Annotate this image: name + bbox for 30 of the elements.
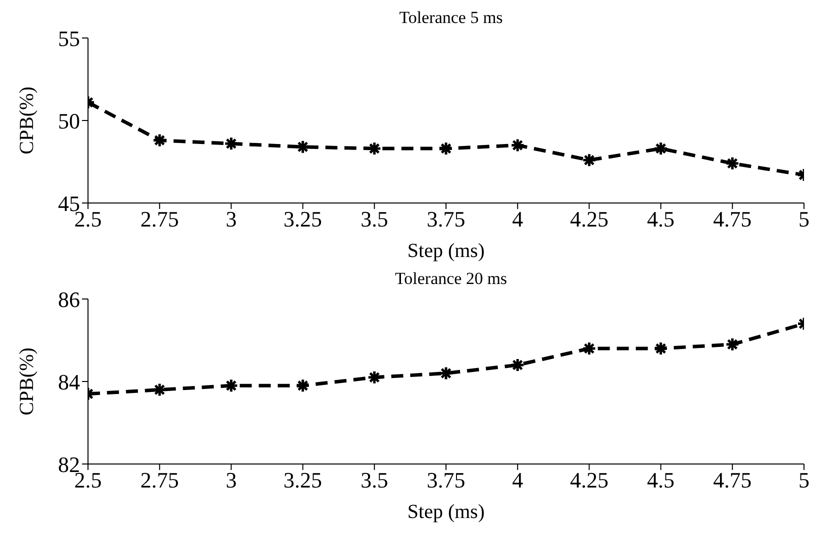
- x-tick-label: 3: [226, 206, 237, 232]
- y-tick-label: 50: [58, 108, 80, 134]
- x-tick-label: 4.75: [713, 468, 752, 493]
- x-tick-label: 4: [512, 468, 524, 493]
- x-tick-label: 4.25: [570, 468, 608, 493]
- x-tick-label: 4.5: [647, 206, 675, 232]
- y-tick-label: 84: [58, 369, 80, 394]
- x-tick-label: 4.75: [713, 206, 752, 232]
- y-axis-title: CPB(%): [16, 348, 38, 416]
- x-axis-title: Step (ms): [407, 501, 485, 523]
- x-tick-label: 3.75: [426, 206, 466, 232]
- x-tick-label: 2.75: [140, 206, 179, 232]
- x-tick-label: 5: [798, 206, 810, 232]
- x-tick-label: 3.25: [284, 206, 322, 232]
- y-tick-label: 55: [58, 26, 80, 51]
- chart-title: Tolerance 5 ms: [399, 8, 503, 27]
- x-tick-label: 5: [798, 468, 810, 493]
- y-tick-label: 86: [58, 286, 80, 312]
- y-axis-title: CPB(%): [16, 86, 38, 154]
- x-tick-label: 4.25: [570, 206, 608, 232]
- x-tick-label: 4.5: [647, 468, 675, 493]
- x-tick-label: 3.5: [360, 468, 388, 493]
- chart-title: Tolerance 20 ms: [394, 269, 508, 288]
- x-tick-label: 2.75: [140, 468, 179, 493]
- x-tick-label: 3.25: [284, 468, 322, 493]
- x-axis-title: Step (ms): [407, 240, 485, 262]
- x-tick-label: 4: [512, 206, 524, 232]
- x-tick-label: 3.5: [360, 206, 388, 232]
- x-tick-label: 3: [226, 468, 237, 493]
- x-tick-label: 3.75: [426, 468, 466, 493]
